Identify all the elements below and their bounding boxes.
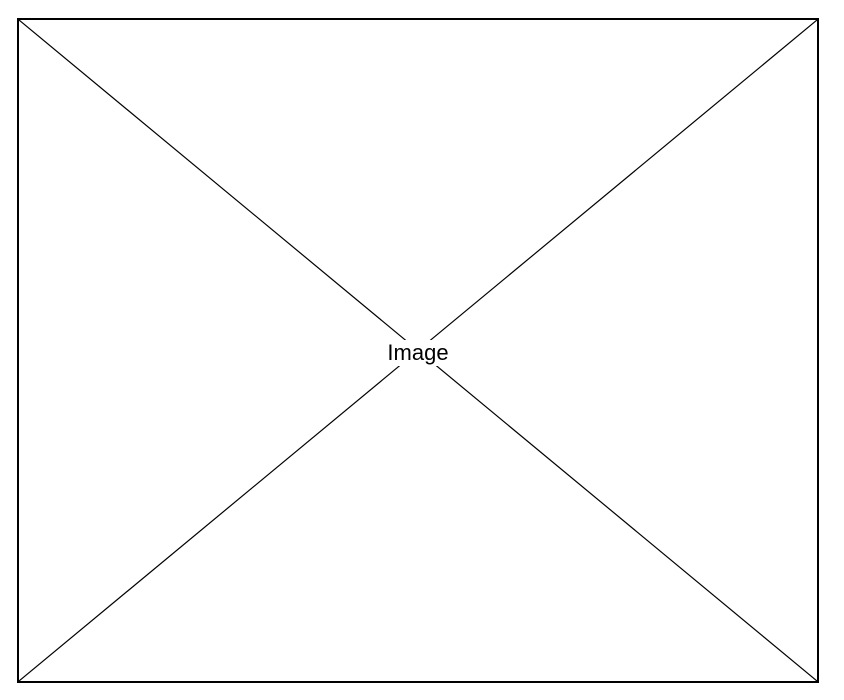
image-placeholder: Image	[17, 18, 819, 683]
image-placeholder-label: Image	[384, 340, 452, 366]
image-label-container: Image	[368, 333, 468, 373]
